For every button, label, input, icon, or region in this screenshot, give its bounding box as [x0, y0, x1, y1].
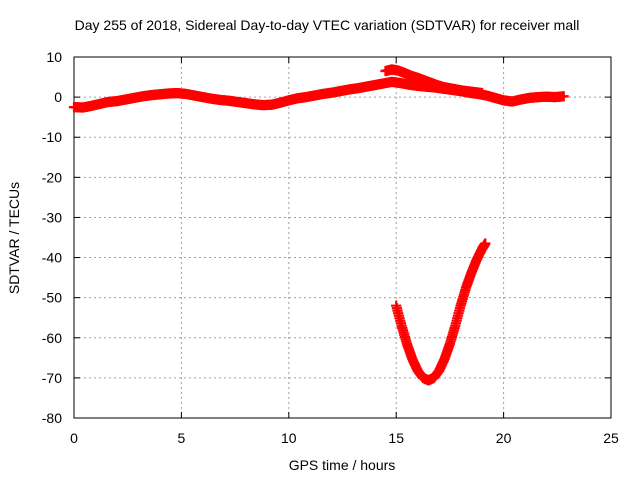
y-tick-label: -60: [42, 330, 62, 346]
data-point: [480, 238, 491, 249]
x-tick-label: 10: [281, 430, 297, 446]
y-tick-label: 0: [54, 89, 62, 105]
data-point: [558, 91, 569, 102]
axis-ticks: [73, 56, 612, 419]
x-tick-label: 5: [178, 430, 186, 446]
y-tick-label: -20: [42, 169, 62, 185]
x-tick-label: 0: [70, 430, 78, 446]
x-tick-label: 20: [496, 430, 512, 446]
grid-lines: [74, 57, 611, 418]
y-tick-label: 10: [46, 49, 62, 65]
y-tick-label: -30: [42, 209, 62, 225]
y-axis-label: SDTVAR / TECUs: [6, 182, 22, 294]
x-tick-label: 25: [603, 430, 619, 446]
chart-title: Day 255 of 2018, Sidereal Day-to-day VTE…: [75, 17, 580, 33]
x-tick-labels: 0 5 10 15 20 25: [70, 430, 619, 446]
y-tick-label: -80: [42, 410, 62, 426]
y-tick-label: -10: [42, 129, 62, 145]
plot-frame: [73, 56, 612, 419]
y-tick-label: -40: [42, 250, 62, 266]
y-tick-label: -50: [42, 290, 62, 306]
y-tick-labels: 10 0 -10 -20 -30 -40 -50 -60 -70 -80: [42, 49, 62, 426]
x-axis-label: GPS time / hours: [289, 457, 396, 473]
x-tick-label: 15: [388, 430, 404, 446]
data-points: [68, 64, 569, 386]
data-point: [477, 87, 488, 99]
y-tick-label: -70: [42, 370, 62, 386]
